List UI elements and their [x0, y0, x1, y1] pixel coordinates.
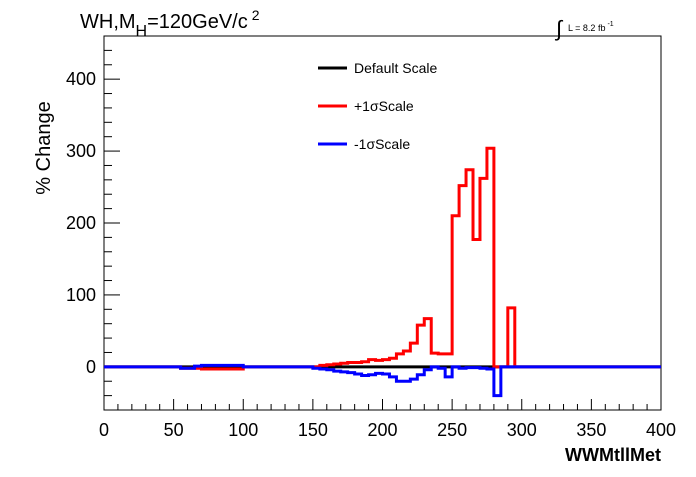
process-label: WH,MH=120GeV/c 2	[80, 7, 260, 40]
x-tick-label: 200	[367, 420, 397, 440]
series-line-2	[104, 363, 661, 398]
legend: Default Scale +1σScale -1σScale	[318, 60, 437, 152]
x-tick-label: 50	[164, 420, 184, 440]
axes: 0 50 100 150 200 250 300 350 400 0 100 200 300 400	[66, 35, 676, 440]
data-series	[104, 146, 661, 398]
x-tick-label: 0	[99, 420, 109, 440]
integral-symbol: ∫	[554, 16, 564, 41]
x-tick-label: 250	[437, 420, 467, 440]
y-tick-label: 100	[66, 285, 96, 305]
x-tick-label: 400	[646, 420, 676, 440]
y-tick-label: 300	[66, 141, 96, 161]
x-tick-label: 100	[228, 420, 258, 440]
y-tick-label: 400	[66, 69, 96, 89]
y-tick-label: 200	[66, 213, 96, 233]
legend-entry-label: Default Scale	[354, 60, 437, 76]
y-axis-label: % Change	[33, 101, 55, 194]
y-tick-label: 0	[86, 357, 96, 377]
legend-entry-label: +1σScale	[354, 98, 414, 114]
x-tick-label: 150	[298, 420, 328, 440]
legend-entry-label: -1σScale	[354, 136, 410, 152]
x-axis-label: WWMtllMet	[565, 445, 661, 465]
luminosity-label: L = 8.2 fb -1	[568, 21, 614, 33]
x-tick-label: 350	[576, 420, 606, 440]
x-tick-label: 300	[507, 420, 537, 440]
